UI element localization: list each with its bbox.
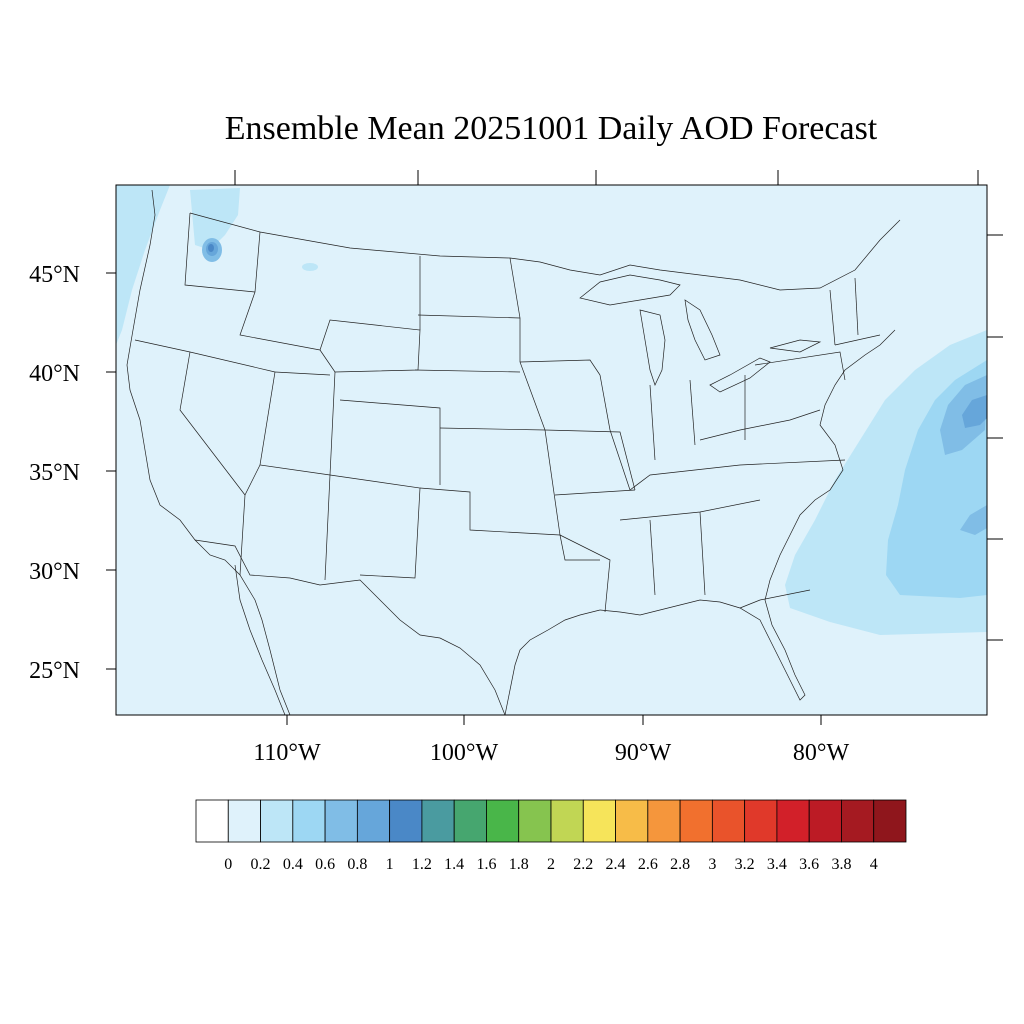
- colorbar-label: 4: [870, 856, 878, 873]
- aod-shade-washington: [190, 188, 240, 250]
- colorbar-label: 3: [708, 856, 716, 873]
- atlantic-coastline: [599, 329, 896, 701]
- colorbar-swatch: [808, 799, 842, 843]
- longitude-label: 90°W: [615, 740, 672, 766]
- latitude-label: 35°N: [29, 460, 80, 486]
- colorbar-swatch: [776, 799, 810, 843]
- lake-michigan: [639, 309, 666, 386]
- colorbar-label: 0: [224, 856, 232, 873]
- lake-superior: [579, 274, 681, 306]
- colorbar-swatch: [679, 799, 713, 843]
- colorbar-label: 1.4: [444, 856, 464, 873]
- colorbar-swatch: [711, 799, 746, 843]
- colorbar-label: 0.2: [251, 856, 271, 873]
- longitude-labels: 110°W 100°W 90°W 80°W: [253, 740, 849, 766]
- colorbar-labels: 0 0.2 0.4 0.6 0.8 1 1.2 1.4 1.6 1.8 2 2.2 2.4 2.6 2.8 3…: [224, 856, 877, 873]
- map-panel: [116, 185, 987, 715]
- colorbar-swatch: [227, 799, 261, 843]
- colorbar-swatch: [453, 799, 487, 843]
- colorbar: [195, 799, 907, 843]
- colorbar-label: 2.8: [670, 856, 690, 873]
- colorbar-label: 2: [547, 856, 555, 873]
- map-frame: [115, 184, 988, 716]
- colorbar-swatch: [841, 799, 875, 843]
- latitude-labels: 45°N 40°N 35°N 30°N 25°N: [29, 262, 80, 684]
- colorbar-swatch: [356, 799, 391, 843]
- longitude-label: 110°W: [253, 740, 321, 766]
- colorbar-label: 1.6: [476, 856, 496, 873]
- aod-shade-montana-spot: [302, 263, 318, 271]
- colorbar-label: 3.6: [799, 856, 819, 873]
- aod-shade-atlantic-south: [960, 505, 987, 535]
- latitude-label: 40°N: [29, 361, 80, 387]
- latitude-label: 45°N: [29, 262, 80, 288]
- lake-huron: [684, 299, 721, 361]
- colorbar-swatch: [486, 799, 520, 843]
- colorbar-label: 2.2: [573, 856, 593, 873]
- colorbar-swatch: [873, 799, 907, 843]
- colorbar-swatch: [647, 799, 681, 843]
- aod-shade-hotspot-core: [208, 244, 214, 252]
- latitude-label: 25°N: [29, 658, 80, 684]
- colorbar-label: 3.4: [767, 856, 787, 873]
- map-title: Ensemble Mean 20251001 Daily AOD Forecas…: [224, 110, 878, 147]
- colorbar-swatch: [324, 799, 358, 843]
- northern-border: [189, 212, 901, 291]
- mexico-border: [194, 539, 506, 715]
- longitude-label: 80°W: [793, 740, 850, 766]
- colorbar-swatch: [582, 799, 616, 843]
- coastlines-and-borders: [126, 189, 901, 715]
- colorbar-label: 1.8: [509, 856, 529, 873]
- colorbar-label: 0.6: [315, 856, 335, 873]
- lake-erie: [709, 357, 771, 393]
- colorbar-swatch: [292, 799, 326, 843]
- latitude-label: 30°N: [29, 559, 80, 585]
- colorbar-swatch: [389, 799, 423, 843]
- colorbar-swatch: [421, 799, 455, 843]
- colorbar-swatch: [744, 799, 778, 843]
- axis-ticks: [106, 170, 1003, 725]
- pacific-coastline: [126, 189, 291, 715]
- colorbar-swatch: [518, 799, 552, 843]
- colorbar-swatch: [550, 799, 584, 843]
- aod-shade-atlantic-core: [962, 395, 987, 428]
- colorbar-swatch: [260, 799, 294, 843]
- colorbar-label: 3.2: [735, 856, 755, 873]
- colorbar-label: 0.4: [283, 856, 303, 873]
- colorbar-label: 2.4: [606, 856, 626, 873]
- aod-shade-pacific-coast: [116, 185, 170, 345]
- longitude-label: 100°W: [430, 740, 499, 766]
- lake-ontario: [769, 339, 822, 353]
- colorbar-swatch: [195, 799, 229, 843]
- colorbar-label: 3.8: [831, 856, 851, 873]
- gulf-coastline: [504, 609, 601, 715]
- colorbar-swatch: [615, 799, 649, 843]
- baja-coastline: [234, 564, 286, 715]
- colorbar-label: 1: [386, 856, 394, 873]
- colorbar-label: 2.6: [638, 856, 658, 873]
- colorbar-label: 0.8: [347, 856, 367, 873]
- colorbar-label: 1.2: [412, 856, 432, 873]
